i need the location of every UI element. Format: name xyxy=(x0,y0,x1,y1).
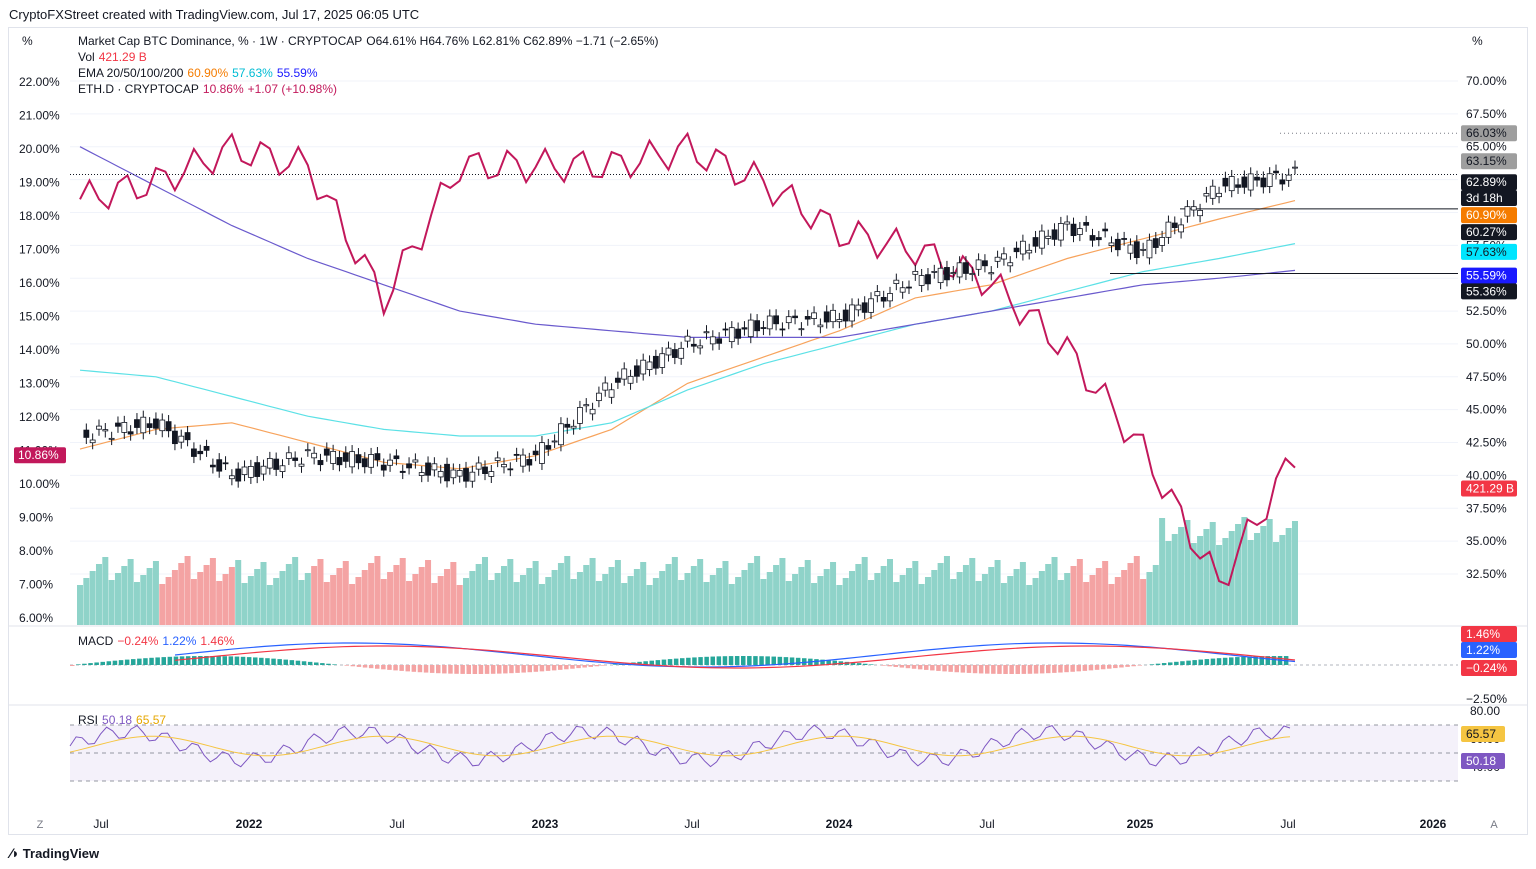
macd-hist-value: −0.24% xyxy=(117,634,159,648)
legend-ema-label: EMA 20/50/100/200 xyxy=(78,66,184,80)
rsi-ma-value: 65.57 xyxy=(136,713,167,727)
macd-signal-value: 1.46% xyxy=(200,634,235,648)
rsi-legend: RSI 50.18 65.57 xyxy=(78,712,170,728)
legend-ema-row: EMA 20/50/100/200 60.90% 57.63% 55.59% xyxy=(78,65,663,81)
right-axis-unit: % xyxy=(1472,34,1483,48)
chart-frame xyxy=(8,27,1528,835)
legend-eth-value: 10.86% xyxy=(202,82,244,96)
footer-brand: TradingView xyxy=(22,845,100,861)
legend-ema100: 55.59% xyxy=(276,66,318,80)
footer: ⁄◗ TradingView xyxy=(10,845,99,861)
left-axis-unit: % xyxy=(22,34,33,48)
legend-eth-row: ETH.D · CRYPTOCAP 10.86% +1.07 (+10.98%) xyxy=(78,81,663,97)
legend-ohlc: O64.61% H64.76% L62.81% C62.89% −1.71 (−… xyxy=(366,34,659,48)
legend-vol-value: 421.29 B xyxy=(98,50,147,64)
rsi-value: 50.18 xyxy=(102,713,133,727)
legend-ema20: 60.90% xyxy=(187,66,229,80)
legend-eth-label: ETH.D · CRYPTOCAP xyxy=(78,82,199,96)
main-legend: Market Cap BTC Dominance, % · 1W · CRYPT… xyxy=(78,33,663,97)
macd-line-value: 1.22% xyxy=(162,634,197,648)
legend-title-row: Market Cap BTC Dominance, % · 1W · CRYPT… xyxy=(78,33,663,49)
legend-volume-row: Vol 421.29 B xyxy=(78,49,663,65)
legend-eth-change: +1.07 (+10.98%) xyxy=(247,82,338,96)
rsi-label: RSI xyxy=(78,713,99,727)
legend-vol-label: Vol xyxy=(78,50,95,64)
tradingview-logo-icon: ⁄◗ xyxy=(10,845,20,861)
legend-title: Market Cap BTC Dominance, % · 1W · CRYPT… xyxy=(78,34,363,48)
chart-header: CryptoFXStreet created with TradingView.… xyxy=(9,7,420,22)
legend-ema50: 57.63% xyxy=(232,66,273,80)
macd-legend: MACD −0.24% 1.22% 1.46% xyxy=(78,633,238,649)
macd-label: MACD xyxy=(78,634,114,648)
